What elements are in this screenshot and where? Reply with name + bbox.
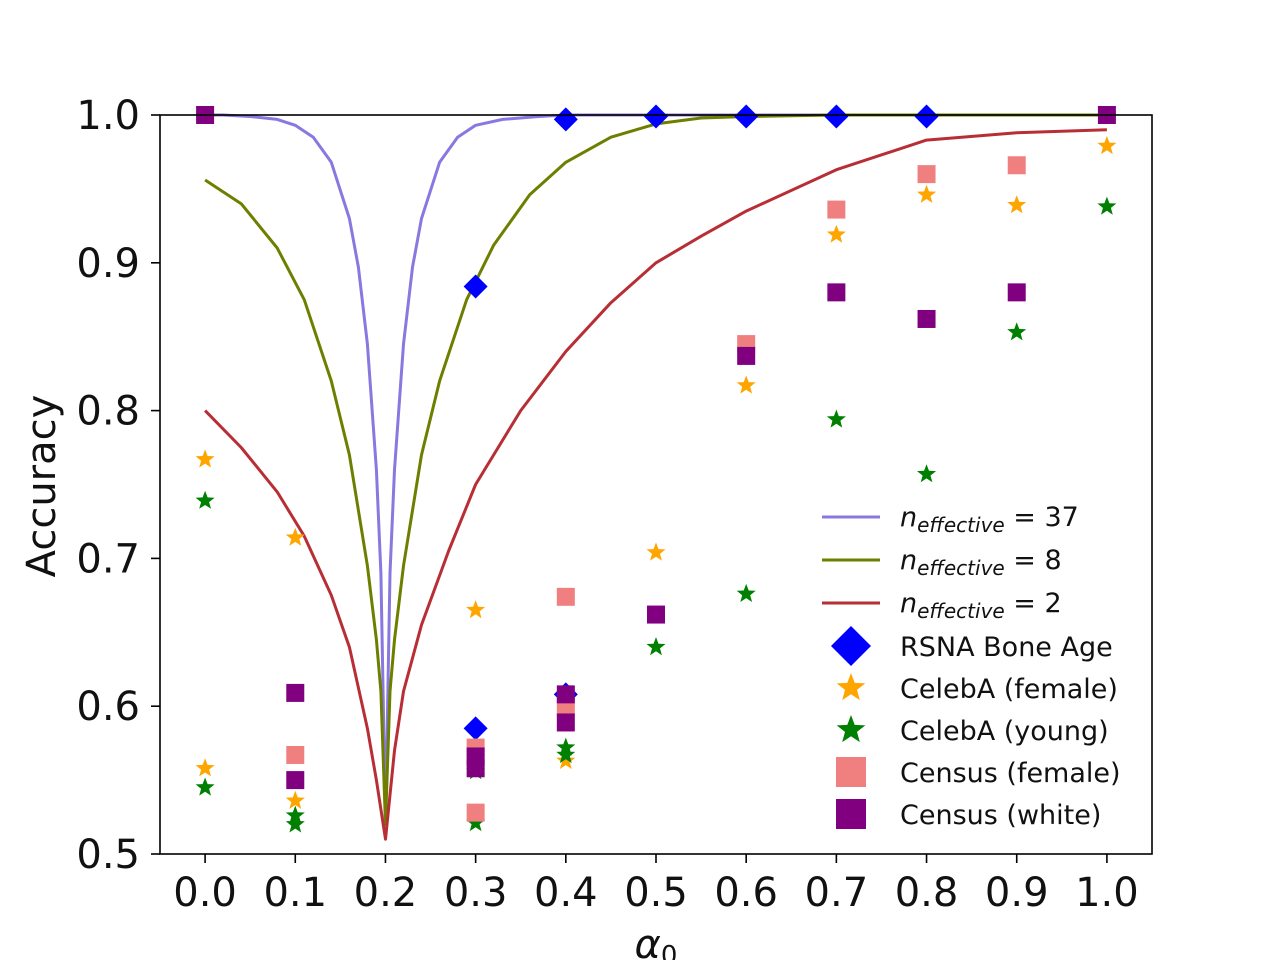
curve-n-8 xyxy=(204,113,1107,826)
point-census-white xyxy=(917,309,936,328)
legend: neffective = 37 neffective = 8 neffective … xyxy=(822,502,1121,831)
point-census-white xyxy=(737,346,756,365)
legend-label-celeba-young: CelebA (young) xyxy=(900,716,1109,747)
x-axis-title: α0 xyxy=(635,922,678,960)
point-celeba-female xyxy=(1007,195,1027,214)
point-census-female xyxy=(466,803,485,822)
y-tick-label: 0.8 xyxy=(76,389,140,435)
axes: 0.0 0.1 0.2 0.3 0.4 0.5 0.6 0.7 0.8 0.9 1.0 0.5 0.6 0… xyxy=(76,93,1138,916)
point-rsna-bone-age xyxy=(824,104,849,129)
point-census-female xyxy=(556,587,575,606)
point-celeba-female xyxy=(736,375,756,394)
y-tick-label: 0.9 xyxy=(76,241,140,287)
legend-label-rsna-bone-age: RSNA Bone Age xyxy=(900,632,1113,663)
point-rsna-bone-age xyxy=(734,104,759,129)
point-celeba-female xyxy=(285,527,305,546)
point-census-female xyxy=(286,745,305,764)
x-tick-label: 0.6 xyxy=(714,870,778,916)
legend-label-n-2: neffective = 2 xyxy=(900,588,1062,623)
point-celeba-young xyxy=(556,745,576,764)
x-tick-label: 0.7 xyxy=(805,870,869,916)
y-tick-label: 1.0 xyxy=(76,93,140,139)
point-rsna-bone-age xyxy=(914,104,939,129)
point-rsna-bone-age xyxy=(463,274,488,299)
legend-label-census-female: Census (female) xyxy=(900,758,1121,789)
point-census-white xyxy=(466,759,485,778)
legend-marker-census-white xyxy=(836,799,866,829)
point-census-female xyxy=(917,165,936,184)
x-tick-label: 0.0 xyxy=(173,870,237,916)
point-celeba-young xyxy=(736,583,756,602)
point-rsna-bone-age xyxy=(463,716,488,741)
point-celeba-young xyxy=(466,813,486,832)
x-tick-label: 0.9 xyxy=(985,870,1049,916)
point-celeba-young xyxy=(1007,322,1027,341)
legend-marker-census-female xyxy=(836,757,866,787)
point-celeba-female xyxy=(285,790,305,809)
point-census-white xyxy=(1007,283,1026,302)
point-celeba-female xyxy=(1097,136,1117,155)
point-celeba-young xyxy=(195,777,215,796)
x-tick-label: 0.5 xyxy=(624,870,688,916)
point-census-white xyxy=(647,605,665,624)
y-tick-label: 0.7 xyxy=(76,536,140,582)
legend-marker-rsna-bone-age xyxy=(831,626,871,666)
legend-label-n-37: neffective = 37 xyxy=(900,502,1079,537)
point-celeba-female xyxy=(556,750,576,769)
point-census-female xyxy=(1007,156,1026,175)
point-celeba-female xyxy=(646,542,666,561)
point-census-white xyxy=(556,713,575,732)
legend-label-n-8: neffective = 8 xyxy=(900,545,1062,580)
point-celeba-young xyxy=(195,490,215,509)
point-census-white xyxy=(286,771,305,790)
legend-label-census-white: Census (white) xyxy=(900,800,1101,831)
point-census-white xyxy=(827,283,846,302)
point-celeba-female xyxy=(195,449,215,468)
point-census-white xyxy=(556,685,575,704)
point-celeba-young xyxy=(1097,196,1117,215)
point-celeba-female xyxy=(195,758,215,777)
point-celeba-female xyxy=(466,600,486,619)
point-census-female xyxy=(827,200,846,219)
y-tick-label: 0.6 xyxy=(76,684,140,730)
y-axis-title: Accuracy xyxy=(19,395,65,578)
x-tick-label: 0.3 xyxy=(444,870,508,916)
x-tick-label: 1.0 xyxy=(1075,870,1139,916)
point-census-white xyxy=(286,683,305,702)
curve-n-2 xyxy=(204,128,1107,841)
point-celeba-young xyxy=(285,814,305,833)
point-celeba-young xyxy=(646,637,666,656)
legend-marker-celeba-young xyxy=(836,715,866,743)
point-celeba-young xyxy=(826,409,846,428)
point-celeba-female xyxy=(826,224,846,243)
plot-area xyxy=(195,104,1117,841)
x-tick-label: 0.2 xyxy=(354,870,418,916)
point-celeba-female xyxy=(917,184,937,203)
point-rsna-bone-age xyxy=(644,104,668,129)
point-rsna-bone-age xyxy=(553,107,578,132)
legend-marker-celeba-female xyxy=(836,673,866,701)
point-celeba-young xyxy=(917,464,937,483)
x-tick-label: 0.4 xyxy=(534,870,598,916)
legend-label-celeba-female: CelebA (female) xyxy=(900,674,1118,705)
x-tick-label: 0.1 xyxy=(263,870,327,916)
x-tick-label: 0.8 xyxy=(895,870,959,916)
y-tick-label: 0.5 xyxy=(76,832,140,878)
